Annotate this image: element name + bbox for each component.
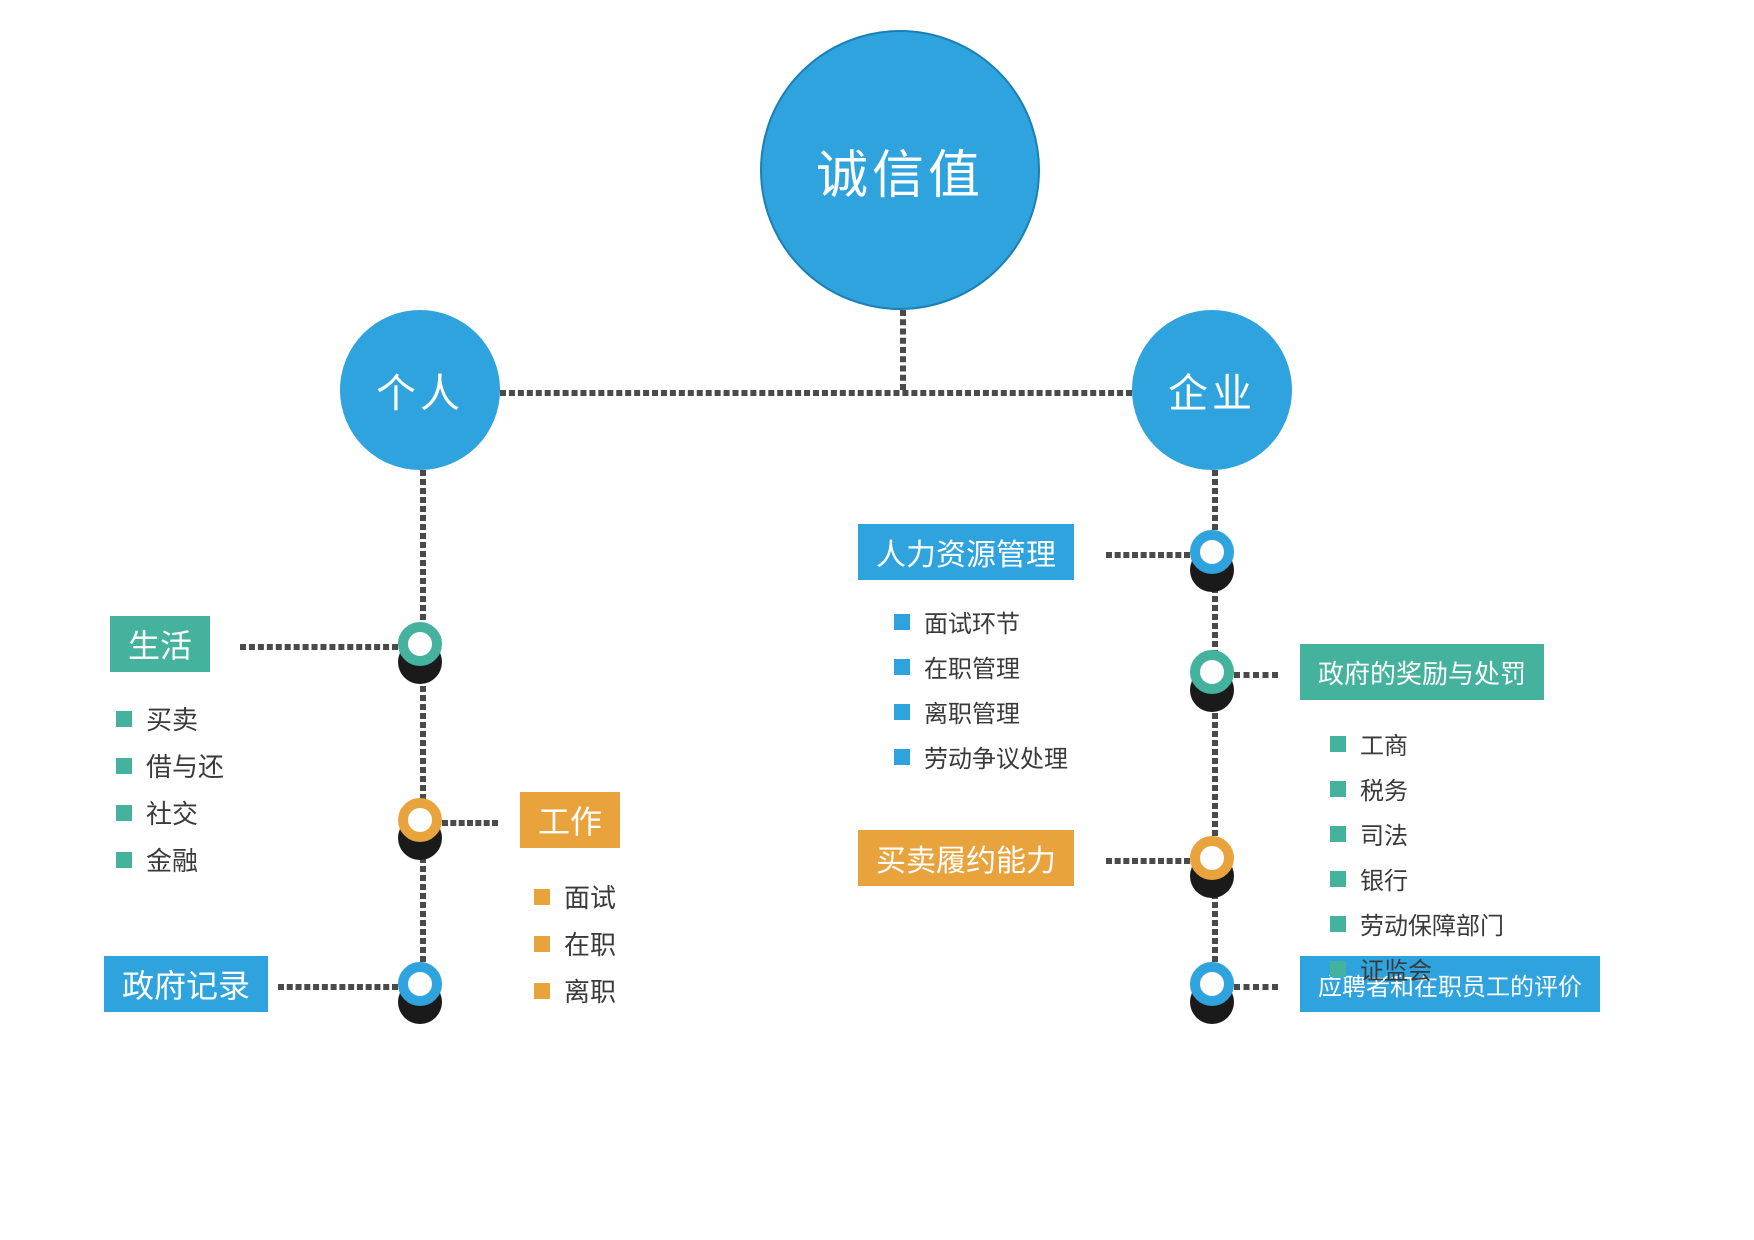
- tag-label: 生活: [128, 621, 192, 667]
- list-item-label: 在职: [564, 925, 616, 962]
- list-item-label: 工商: [1360, 726, 1408, 761]
- list-item: 司法: [1330, 816, 1504, 851]
- tag-work: 工作: [520, 792, 620, 848]
- list-life-list: 买卖借与还社交金融: [116, 700, 224, 888]
- list-item: 在职管理: [894, 649, 1068, 684]
- list-item-label: 面试环节: [924, 604, 1020, 639]
- list-item-label: 司法: [1360, 816, 1408, 851]
- list-item: 税务: [1330, 771, 1504, 806]
- list-item-label: 社交: [146, 794, 198, 831]
- list-item-label: 银行: [1360, 861, 1408, 896]
- list-item: 离职: [534, 972, 616, 1009]
- list-egov-list: 工商税务司法银行劳动保障部门证监会: [1330, 726, 1504, 996]
- list-hr-list: 面试环节在职管理离职管理劳动争议处理: [894, 604, 1068, 784]
- list-item-label: 在职管理: [924, 649, 1020, 684]
- node-dot-e-hr: [1190, 530, 1234, 574]
- list-item: 证监会: [1330, 951, 1504, 986]
- node-dot-p-gov: [398, 962, 442, 1006]
- bullet-square-icon: [534, 936, 550, 952]
- list-item-label: 金融: [146, 841, 198, 878]
- tag-hr: 人力资源管理: [858, 524, 1074, 580]
- bullet-square-icon: [1330, 916, 1346, 932]
- diagram-canvas: 诚信值个人企业生活工作政府记录人力资源管理政府的奖励与处罚买卖履约能力应聘者和在…: [0, 0, 1754, 1240]
- node-dot-e-trade: [1190, 836, 1234, 880]
- tag-life: 生活: [110, 616, 210, 672]
- list-item-label: 税务: [1360, 771, 1408, 806]
- list-item-label: 离职管理: [924, 694, 1020, 729]
- bullet-square-icon: [534, 983, 550, 999]
- tag-trade: 买卖履约能力: [858, 830, 1074, 886]
- list-item: 买卖: [116, 700, 224, 737]
- bullet-square-icon: [1330, 826, 1346, 842]
- list-item-label: 劳动争议处理: [924, 739, 1068, 774]
- node-dot-e-eval: [1190, 962, 1234, 1006]
- list-work-list: 面试在职离职: [534, 878, 616, 1019]
- list-item: 社交: [116, 794, 224, 831]
- tag-pgov: 政府记录: [104, 956, 268, 1012]
- list-item: 离职管理: [894, 694, 1068, 729]
- bullet-square-icon: [1330, 781, 1346, 797]
- bullet-square-icon: [116, 852, 132, 868]
- list-item: 在职: [534, 925, 616, 962]
- bullet-square-icon: [894, 749, 910, 765]
- list-item: 金融: [116, 841, 224, 878]
- list-item-label: 买卖: [146, 700, 198, 737]
- bullet-square-icon: [116, 805, 132, 821]
- bullet-square-icon: [1330, 871, 1346, 887]
- list-item: 劳动保障部门: [1330, 906, 1504, 941]
- node-dot-p-work: [398, 798, 442, 842]
- tag-egov: 政府的奖励与处罚: [1300, 644, 1544, 700]
- list-item-label: 离职: [564, 972, 616, 1009]
- bullet-square-icon: [894, 704, 910, 720]
- list-item: 借与还: [116, 747, 224, 784]
- root-label: 诚信值: [816, 133, 984, 208]
- list-item: 面试环节: [894, 604, 1068, 639]
- list-item-label: 面试: [564, 878, 616, 915]
- list-item: 面试: [534, 878, 616, 915]
- tag-label: 工作: [538, 797, 602, 843]
- bullet-square-icon: [894, 659, 910, 675]
- list-item-label: 劳动保障部门: [1360, 906, 1504, 941]
- bullet-square-icon: [1330, 736, 1346, 752]
- tag-label: 政府的奖励与处罚: [1318, 654, 1526, 691]
- tag-label: 人力资源管理: [876, 530, 1056, 574]
- bullet-square-icon: [1330, 961, 1346, 977]
- list-item: 银行: [1330, 861, 1504, 896]
- branch-label: 个人: [376, 361, 464, 419]
- node-dot-p-life: [398, 622, 442, 666]
- tag-label: 政府记录: [122, 961, 250, 1007]
- list-item: 工商: [1330, 726, 1504, 761]
- list-item: 劳动争议处理: [894, 739, 1068, 774]
- branch-node-personal: 个人: [340, 310, 500, 470]
- bullet-square-icon: [894, 614, 910, 630]
- branch-label: 企业: [1168, 361, 1256, 419]
- list-item-label: 借与还: [146, 747, 224, 784]
- tag-label: 买卖履约能力: [876, 836, 1056, 880]
- bullet-square-icon: [116, 711, 132, 727]
- bullet-square-icon: [534, 889, 550, 905]
- node-dot-e-gov: [1190, 650, 1234, 694]
- branch-node-enterprise: 企业: [1132, 310, 1292, 470]
- list-item-label: 证监会: [1360, 951, 1432, 986]
- bullet-square-icon: [116, 758, 132, 774]
- root-node: 诚信值: [760, 30, 1040, 310]
